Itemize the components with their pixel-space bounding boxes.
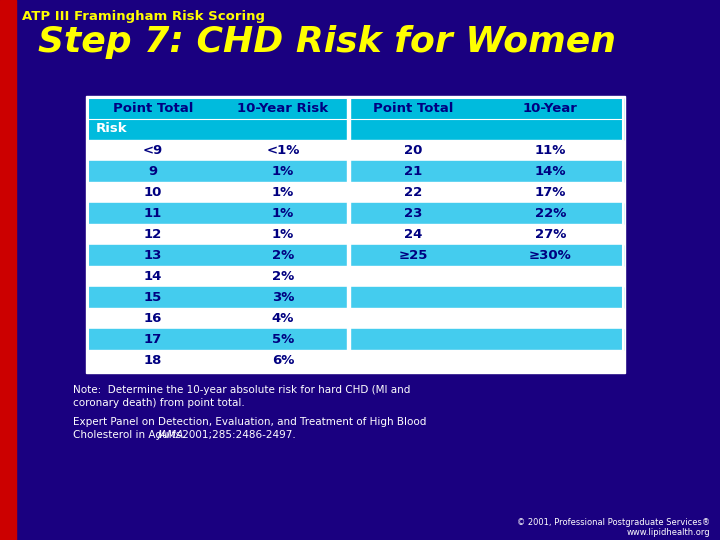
Text: 1%: 1% bbox=[272, 228, 294, 241]
Bar bbox=[347, 182, 350, 203]
Text: 9: 9 bbox=[148, 165, 158, 178]
Bar bbox=[347, 140, 350, 161]
Text: 22: 22 bbox=[404, 186, 422, 199]
Text: 23: 23 bbox=[404, 207, 422, 220]
Text: coronary death) from point total.: coronary death) from point total. bbox=[73, 398, 245, 408]
Bar bbox=[347, 266, 350, 287]
Text: <1%: <1% bbox=[266, 144, 300, 157]
Bar bbox=[88, 266, 348, 287]
Bar bbox=[347, 350, 350, 371]
Text: 1%: 1% bbox=[272, 207, 294, 220]
Text: ATP III Framingham Risk Scoring: ATP III Framingham Risk Scoring bbox=[22, 10, 265, 23]
Text: 11%: 11% bbox=[535, 144, 566, 157]
Bar bbox=[348, 329, 623, 350]
Bar bbox=[86, 96, 625, 373]
Bar bbox=[348, 308, 623, 329]
Text: Risk: Risk bbox=[96, 123, 127, 136]
Text: 15: 15 bbox=[144, 291, 162, 304]
Text: JAMA.: JAMA. bbox=[158, 430, 188, 440]
Text: 3%: 3% bbox=[272, 291, 294, 304]
Text: 24: 24 bbox=[404, 228, 422, 241]
Text: 10-Year: 10-Year bbox=[523, 103, 578, 116]
Text: <9: <9 bbox=[143, 144, 163, 157]
Text: ≥30%: ≥30% bbox=[529, 249, 572, 262]
Text: Step 7: CHD Risk for Women: Step 7: CHD Risk for Women bbox=[38, 25, 616, 59]
Text: ≥25: ≥25 bbox=[398, 249, 428, 262]
Bar bbox=[88, 140, 348, 161]
Bar bbox=[88, 329, 348, 350]
Text: 17%: 17% bbox=[535, 186, 566, 199]
Text: 21: 21 bbox=[404, 165, 422, 178]
Text: 2001;285:2486-2497.: 2001;285:2486-2497. bbox=[179, 430, 296, 440]
Bar bbox=[348, 161, 623, 182]
Bar bbox=[348, 224, 623, 245]
Bar bbox=[348, 245, 623, 266]
Text: www.lipidhealth.org: www.lipidhealth.org bbox=[626, 528, 710, 537]
Bar bbox=[348, 182, 623, 203]
Text: Point Total: Point Total bbox=[373, 103, 453, 116]
Bar bbox=[348, 266, 623, 287]
Text: 18: 18 bbox=[144, 354, 162, 367]
Bar bbox=[347, 245, 350, 266]
Bar bbox=[348, 287, 623, 308]
Text: 22%: 22% bbox=[535, 207, 566, 220]
Text: 6%: 6% bbox=[272, 354, 294, 367]
Bar bbox=[347, 329, 350, 350]
Text: 4%: 4% bbox=[272, 312, 294, 325]
Bar bbox=[88, 287, 348, 308]
Text: 14: 14 bbox=[144, 270, 162, 283]
Bar bbox=[347, 161, 350, 182]
Bar bbox=[348, 203, 623, 224]
Text: 16: 16 bbox=[144, 312, 162, 325]
Text: 11: 11 bbox=[144, 207, 162, 220]
Bar bbox=[88, 203, 348, 224]
Bar bbox=[88, 224, 348, 245]
Text: Cholesterol in Adults.: Cholesterol in Adults. bbox=[73, 430, 188, 440]
Text: Point Total: Point Total bbox=[113, 103, 193, 116]
Text: 12: 12 bbox=[144, 228, 162, 241]
Text: 14%: 14% bbox=[535, 165, 566, 178]
Bar bbox=[348, 140, 623, 161]
Bar bbox=[88, 161, 348, 182]
Bar bbox=[0, 0, 16, 540]
Text: 2%: 2% bbox=[272, 270, 294, 283]
Text: 27%: 27% bbox=[535, 228, 566, 241]
Text: 20: 20 bbox=[404, 144, 422, 157]
Bar bbox=[347, 203, 350, 224]
Text: Note:  Determine the 10-year absolute risk for hard CHD (MI and: Note: Determine the 10-year absolute ris… bbox=[73, 385, 410, 395]
Text: 10: 10 bbox=[144, 186, 162, 199]
Bar bbox=[88, 350, 348, 371]
Text: 17: 17 bbox=[144, 333, 162, 346]
Text: 5%: 5% bbox=[272, 333, 294, 346]
Text: 13: 13 bbox=[144, 249, 162, 262]
Bar bbox=[88, 98, 623, 140]
Text: 10-Year Risk: 10-Year Risk bbox=[238, 103, 328, 116]
Text: 1%: 1% bbox=[272, 165, 294, 178]
Bar bbox=[347, 224, 350, 245]
Bar bbox=[88, 182, 348, 203]
Bar bbox=[348, 350, 623, 371]
Bar bbox=[347, 98, 350, 140]
Text: 1%: 1% bbox=[272, 186, 294, 199]
Bar bbox=[88, 308, 348, 329]
Text: Expert Panel on Detection, Evaluation, and Treatment of High Blood: Expert Panel on Detection, Evaluation, a… bbox=[73, 417, 426, 427]
Text: © 2001, Professional Postgraduate Services®: © 2001, Professional Postgraduate Servic… bbox=[517, 518, 710, 527]
Bar bbox=[88, 245, 348, 266]
Bar bbox=[347, 287, 350, 308]
Text: 2%: 2% bbox=[272, 249, 294, 262]
Bar bbox=[347, 308, 350, 329]
